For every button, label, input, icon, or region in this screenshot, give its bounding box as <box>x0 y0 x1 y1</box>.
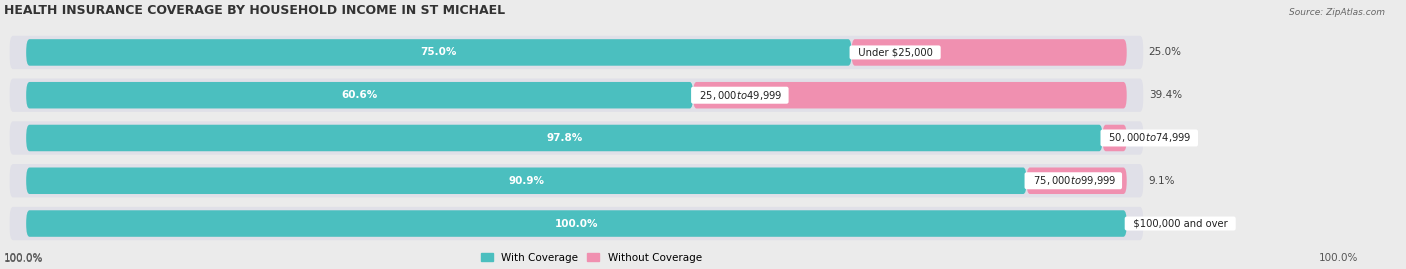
FancyBboxPatch shape <box>27 210 1126 237</box>
Text: 9.1%: 9.1% <box>1149 176 1175 186</box>
Text: $50,000 to $74,999: $50,000 to $74,999 <box>1102 132 1197 144</box>
Text: Under $25,000: Under $25,000 <box>852 47 939 58</box>
Text: $75,000 to $99,999: $75,000 to $99,999 <box>1026 174 1121 187</box>
Text: 100.0%: 100.0% <box>4 253 44 263</box>
Text: 0.0%: 0.0% <box>1149 218 1175 229</box>
Text: $25,000 to $49,999: $25,000 to $49,999 <box>693 89 786 102</box>
Legend: With Coverage, Without Coverage: With Coverage, Without Coverage <box>477 248 706 267</box>
FancyBboxPatch shape <box>693 82 1126 108</box>
Text: 2.2%: 2.2% <box>1149 133 1175 143</box>
FancyBboxPatch shape <box>10 79 1143 112</box>
Text: 60.6%: 60.6% <box>342 90 378 100</box>
Text: 100.0%: 100.0% <box>4 254 44 264</box>
FancyBboxPatch shape <box>27 82 693 108</box>
Text: 75.0%: 75.0% <box>420 47 457 58</box>
FancyBboxPatch shape <box>27 125 1102 151</box>
Text: 97.8%: 97.8% <box>546 133 582 143</box>
Text: 25.0%: 25.0% <box>1149 47 1181 58</box>
FancyBboxPatch shape <box>10 164 1143 197</box>
Text: $100,000 and over: $100,000 and over <box>1126 218 1233 229</box>
Text: 100.0%: 100.0% <box>1319 253 1358 263</box>
FancyBboxPatch shape <box>1026 168 1126 194</box>
FancyBboxPatch shape <box>10 121 1143 155</box>
FancyBboxPatch shape <box>1102 125 1126 151</box>
FancyBboxPatch shape <box>852 39 1126 66</box>
FancyBboxPatch shape <box>27 168 1026 194</box>
FancyBboxPatch shape <box>27 39 852 66</box>
Text: 100.0%: 100.0% <box>555 218 598 229</box>
Text: Source: ZipAtlas.com: Source: ZipAtlas.com <box>1289 8 1385 17</box>
FancyBboxPatch shape <box>10 207 1143 240</box>
Text: 39.4%: 39.4% <box>1149 90 1182 100</box>
Text: 90.9%: 90.9% <box>509 176 544 186</box>
FancyBboxPatch shape <box>10 36 1143 69</box>
Text: HEALTH INSURANCE COVERAGE BY HOUSEHOLD INCOME IN ST MICHAEL: HEALTH INSURANCE COVERAGE BY HOUSEHOLD I… <box>4 4 505 17</box>
